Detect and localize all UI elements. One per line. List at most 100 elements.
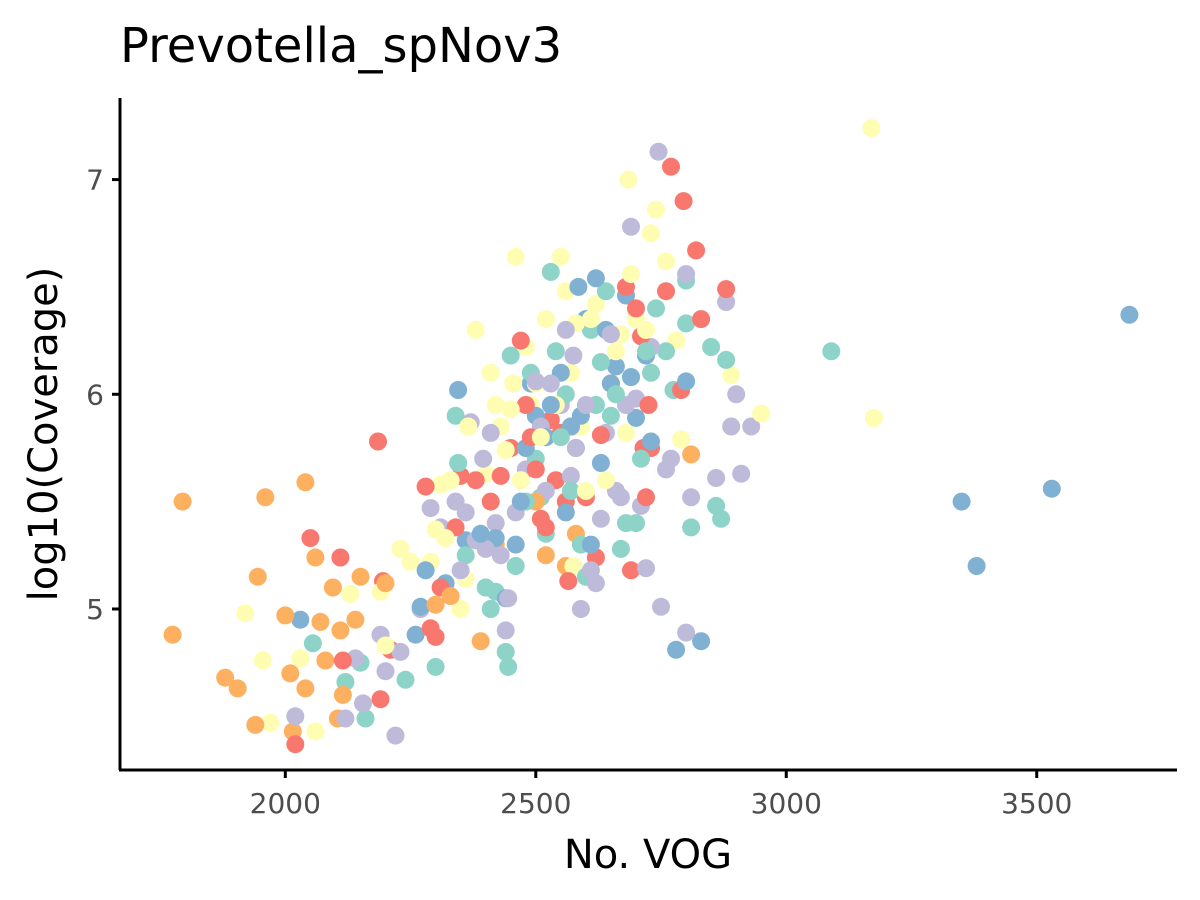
data-point [702, 338, 721, 356]
data-point [476, 578, 495, 597]
data-point [446, 492, 465, 511]
data-point [426, 595, 445, 614]
data-point [436, 529, 455, 548]
data-point [682, 488, 701, 507]
data-point [499, 589, 518, 608]
data-point [591, 454, 610, 472]
data-point [248, 567, 267, 586]
data-point [742, 417, 761, 436]
data-point [496, 441, 515, 460]
data-point [657, 282, 675, 301]
data-point [752, 404, 771, 423]
data-point [451, 600, 470, 618]
data-point [642, 363, 660, 382]
data-point [652, 597, 670, 616]
data-point [426, 657, 445, 676]
data-point [682, 518, 701, 537]
data-point [541, 374, 560, 393]
data-point [421, 499, 440, 518]
data-point [471, 632, 490, 651]
data-point [571, 600, 590, 618]
y-axis-label: log10(Coverage) [21, 267, 67, 602]
data-point [551, 428, 570, 447]
y-axis-ticks: 5 6 7 [86, 164, 120, 626]
data-point [501, 346, 520, 365]
data-point [466, 471, 485, 490]
data-point [511, 331, 530, 350]
data-point [692, 632, 711, 651]
data-point [657, 342, 675, 361]
data-point [526, 460, 545, 479]
data-point [556, 503, 575, 522]
data-point [491, 546, 510, 565]
data-point [236, 604, 255, 623]
data-point [296, 679, 315, 698]
data-point [331, 621, 350, 640]
data-point [1042, 479, 1061, 498]
data-point [216, 668, 235, 687]
data-point [642, 432, 660, 451]
data-point [286, 735, 305, 754]
data-point [622, 368, 640, 387]
data-point [496, 621, 515, 640]
data-point [386, 726, 405, 745]
data-point [336, 709, 355, 728]
data-point [486, 396, 505, 414]
data-point [662, 157, 680, 176]
x-tick-label: 3500 [1001, 787, 1072, 820]
data-point [637, 342, 655, 361]
data-point [727, 385, 746, 404]
data-point [667, 640, 686, 659]
x-axis-ticks: 2000 2500 3000 3500 [250, 770, 1072, 820]
data-point [526, 372, 545, 391]
data-point [496, 642, 515, 661]
data-point [499, 657, 518, 676]
data-point [341, 584, 360, 603]
data-point [581, 535, 600, 554]
data-point [591, 426, 610, 445]
data-point [662, 449, 680, 468]
data-point [611, 488, 630, 507]
data-point [569, 277, 588, 296]
data-point [511, 492, 530, 511]
data-point [677, 372, 696, 391]
data-point [376, 636, 395, 655]
data-point [401, 552, 420, 571]
data-point [296, 473, 315, 492]
data-point [486, 514, 505, 533]
data-point [501, 400, 520, 419]
data-point [674, 192, 693, 211]
data-point [354, 694, 372, 713]
data-point [561, 481, 580, 500]
data-point [396, 670, 415, 689]
data-point [559, 572, 578, 591]
data-point [677, 623, 696, 642]
data-point [291, 610, 310, 629]
data-point [391, 642, 410, 661]
data-point [466, 320, 485, 339]
data-point [351, 567, 370, 586]
data-point [369, 432, 387, 451]
data-point [586, 574, 605, 593]
data-point [416, 561, 435, 580]
data-point [687, 241, 706, 260]
data-point [672, 430, 691, 449]
data-point [536, 310, 555, 329]
data-point [677, 265, 696, 284]
data-point [712, 509, 731, 528]
data-point [506, 557, 525, 575]
data-point [722, 417, 741, 436]
data-point [627, 408, 645, 427]
data-point [596, 282, 615, 301]
data-point [406, 625, 425, 644]
data-point [596, 471, 615, 490]
data-point [476, 539, 495, 558]
data-point [376, 574, 395, 593]
data-point [471, 524, 490, 543]
data-point [474, 449, 493, 468]
data-point [606, 357, 625, 376]
data-point [622, 265, 640, 284]
data-point [356, 709, 375, 728]
data-point [371, 690, 390, 709]
